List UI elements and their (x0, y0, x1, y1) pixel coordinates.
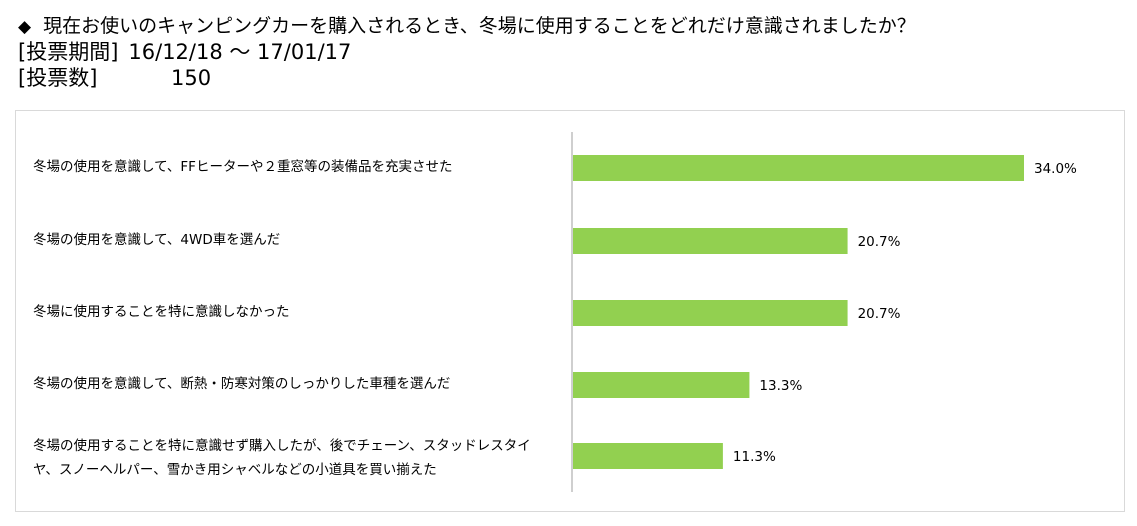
diamond-bullet-icon: ◆ (18, 17, 32, 37)
question-line: ◆ 現在お使いのキャンピングカーを購入されるとき、冬場に使用することをどれだけ意識… (18, 14, 1118, 39)
header: ◆ 現在お使いのキャンピングカーを購入されるとき、冬場に使用することをどれだけ意識… (18, 14, 1118, 91)
category-label-4: 冬場の使用を意識して、断熱・防寒対策のしっかりした車種を選んだ (33, 376, 451, 392)
data-label-2: 20.7% (858, 234, 901, 250)
category-label-1: 冬場の使用を意識して、FFヒーターや２重窓等の装備品を充実させた (33, 159, 453, 175)
vote-count-line: [投票数] 150 (18, 65, 1118, 91)
question-text: 現在お使いのキャンピングカーを購入されるとき、冬場に使用することをどれだけ意識さ… (43, 15, 916, 37)
category-label-2: 冬場の使用を意識して、4WD車を選んだ (33, 232, 281, 248)
data-label-5: 11.3% (733, 449, 776, 465)
chart-frame (15, 110, 1125, 512)
data-label-3: 20.7% (858, 306, 901, 322)
bar-4 (573, 372, 750, 398)
bar-5 (573, 443, 723, 469)
bar-2 (573, 228, 848, 254)
category-label-3: 冬場に使用することを特に意識しなかった (33, 304, 290, 320)
category-label-5: 冬場の使用することを特に意識せず購入したが、後でチェーン、スタッドレスタイヤ、ス… (33, 438, 531, 478)
vote-count-label: [投票数] (18, 66, 98, 90)
data-label-4: 13.3% (759, 378, 802, 394)
voting-period-value: 16/12/18 〜 17/01/17 (128, 40, 352, 64)
bar-1 (573, 155, 1024, 181)
voting-period-line: [投票期間] 16/12/18 〜 17/01/17 (18, 39, 1118, 65)
vote-count-value: 150 (171, 66, 212, 90)
voting-period-label: [投票期間] (18, 40, 119, 64)
bar-3 (573, 300, 848, 326)
data-label-1: 34.0% (1034, 161, 1077, 177)
